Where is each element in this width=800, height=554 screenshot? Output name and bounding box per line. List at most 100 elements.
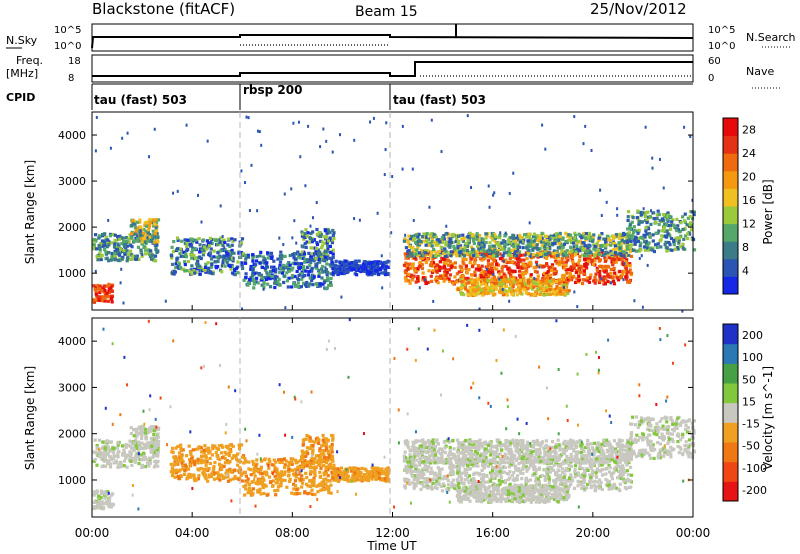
heatmap-cell <box>602 237 606 241</box>
heatmap-cell <box>577 248 581 253</box>
heatmap-cell <box>407 279 411 283</box>
heatmap-cell <box>115 446 119 450</box>
heatmap-cell <box>596 251 600 255</box>
heatmap-cell <box>618 246 622 250</box>
heatmap-cell <box>310 279 314 283</box>
heatmap-cell <box>509 241 513 246</box>
heatmap-cell <box>476 244 480 249</box>
heatmap-cell <box>116 245 121 250</box>
heatmap-cell <box>532 266 536 270</box>
heatmap-cell <box>206 244 210 248</box>
heatmap-cell <box>407 248 411 253</box>
heatmap-cell <box>220 456 225 460</box>
heatmap-cell <box>326 449 331 453</box>
heatmap-cell <box>435 279 439 283</box>
heatmap-cell <box>112 251 117 256</box>
heatmap-cell <box>484 272 488 277</box>
heatmap-cell <box>554 239 558 243</box>
heatmap-cell <box>447 277 451 281</box>
heatmap-cell <box>466 239 470 243</box>
heatmap-cell <box>300 230 304 234</box>
heatmap-cell <box>125 259 129 263</box>
heatmap-cell <box>265 275 269 280</box>
heatmap-cell <box>586 279 590 283</box>
heatmap-cell <box>492 255 496 260</box>
colorbar-swatch <box>723 118 738 137</box>
heatmap-cell <box>111 450 116 454</box>
heatmap-cell <box>584 124 587 128</box>
heatmap-cell <box>603 264 607 269</box>
heatmap-cell <box>383 270 387 274</box>
heatmap-cell <box>174 265 178 270</box>
heatmap-cell <box>282 465 287 470</box>
heatmap-cell <box>218 478 222 482</box>
heatmap-cell <box>604 240 608 244</box>
heatmap-cell <box>147 428 151 432</box>
heatmap-cell <box>510 290 514 294</box>
heatmap-cell <box>597 269 601 274</box>
heatmap-cell <box>222 238 226 242</box>
heatmap-cell <box>297 466 302 470</box>
heatmap-cell <box>292 487 296 491</box>
heatmap-cell <box>358 218 361 222</box>
heatmap-cell <box>204 467 209 471</box>
heatmap-cell <box>425 232 429 236</box>
heatmap-cell <box>137 425 141 429</box>
heatmap-cell <box>515 248 519 252</box>
heatmap-cell <box>215 255 219 259</box>
heatmap-cell <box>127 237 131 241</box>
heatmap-cell <box>102 459 106 463</box>
heatmap-cell <box>367 264 372 269</box>
heatmap-cell <box>430 270 435 274</box>
heatmap-cell <box>561 262 565 267</box>
heatmap-cell <box>224 452 228 456</box>
heatmap-cell <box>280 470 284 474</box>
heatmap-cell <box>627 253 631 257</box>
heatmap-cell <box>170 254 174 258</box>
heatmap-cell <box>120 242 124 246</box>
cpid-segment-2: rbsp 200 <box>243 83 302 97</box>
heatmap-cell <box>102 284 106 288</box>
heatmap-cell <box>223 475 228 479</box>
heatmap-cell <box>369 120 372 124</box>
heatmap-cell <box>236 452 240 456</box>
heatmap-cell <box>101 440 105 444</box>
heatmap-cell <box>373 271 377 276</box>
heatmap-cell <box>172 269 176 273</box>
heatmap-cell <box>536 287 540 291</box>
heatmap-cell <box>461 239 466 243</box>
heatmap-cell <box>134 457 138 462</box>
heatmap-cell <box>461 260 465 264</box>
heatmap-cell <box>176 189 179 193</box>
heatmap-cell <box>636 239 640 244</box>
heatmap-cell <box>331 228 335 233</box>
heatmap-cell <box>476 264 480 268</box>
heatmap-cell <box>109 449 113 453</box>
heatmap-cell <box>609 271 613 275</box>
heatmap-cell <box>110 300 114 304</box>
heatmap-cell <box>236 463 240 467</box>
heatmap-cell <box>424 253 428 257</box>
heatmap-cell <box>563 266 567 270</box>
heatmap-cell <box>105 439 109 443</box>
date-label: 25/Nov/2012 <box>590 0 687 18</box>
heatmap-cell <box>616 243 620 247</box>
heatmap-cell <box>297 273 301 277</box>
heatmap-cell <box>109 493 113 497</box>
heatmap-cell <box>233 273 237 277</box>
heatmap-cell <box>428 205 431 209</box>
heatmap-cell <box>574 270 578 275</box>
heatmap-cell <box>102 492 107 496</box>
heatmap-cell <box>252 469 257 473</box>
colorbar-tick-label: 8 <box>742 241 749 254</box>
heatmap-cell <box>134 254 138 259</box>
heatmap-cell <box>122 459 127 463</box>
heatmap-cell <box>278 476 283 480</box>
heatmap-cell <box>618 269 622 274</box>
heatmap-cell <box>604 250 608 254</box>
heatmap-cell <box>523 281 527 286</box>
heatmap-cell <box>313 468 317 472</box>
heatmap-cell <box>204 477 208 481</box>
heatmap-cell <box>109 457 113 462</box>
